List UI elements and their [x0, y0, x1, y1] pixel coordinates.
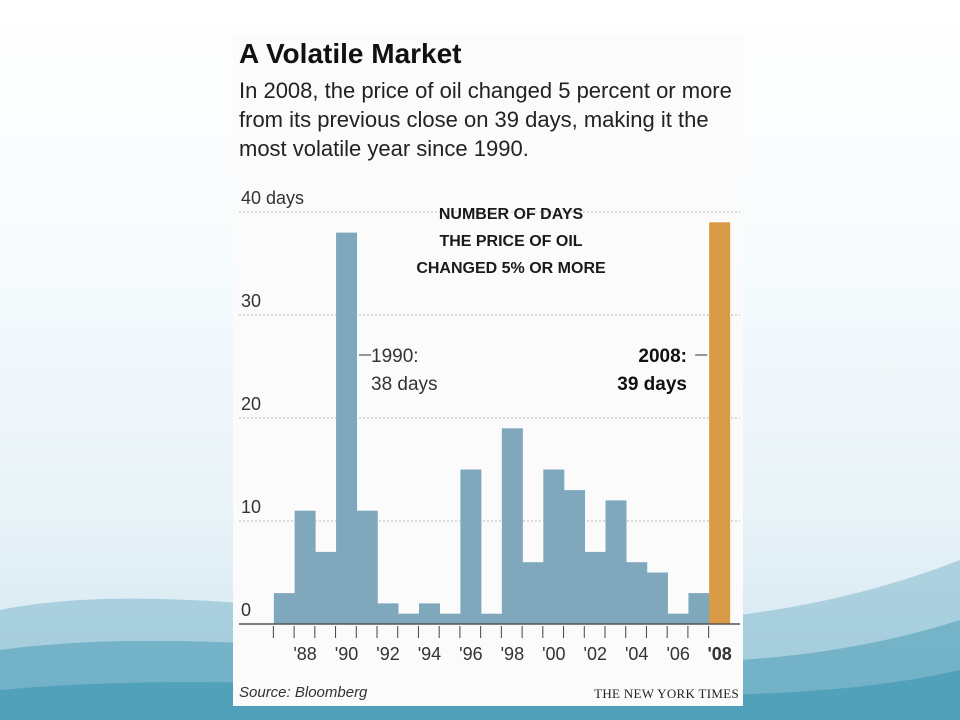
bar-1993: [398, 613, 420, 624]
bar-2004: [626, 562, 648, 624]
x-tick-label: '92: [376, 644, 399, 664]
y-tick-label: 40 days: [241, 188, 304, 208]
x-tick-label: '08: [707, 644, 731, 664]
annotation-text: 2008:: [638, 346, 687, 367]
bar-1996: [460, 469, 482, 624]
annotations: 1990: 38 days 2008: 39 days: [359, 346, 708, 395]
bar-2008: [709, 222, 731, 625]
x-tick-label: '88: [293, 644, 316, 664]
bar-chart: '88 '90 '92 '94 '96 '98 '00 '02 '04 '06 '08 0 10 20 3…: [239, 188, 740, 664]
x-tick-label: '94: [418, 644, 441, 664]
bar-2002: [584, 551, 606, 624]
y-axis: 0 10 20 30 40 days: [241, 188, 304, 620]
chart-title-line: CHANGED 5% OR MORE: [416, 260, 606, 277]
x-tick-label: '96: [459, 644, 482, 664]
x-tick-label: '90: [335, 644, 358, 664]
bar-1994: [418, 603, 440, 624]
source-note: Source: Bloomberg: [239, 684, 368, 701]
annotation-text: 38 days: [371, 374, 438, 395]
bar-2007: [688, 593, 710, 624]
bar-1995: [439, 613, 461, 624]
bar-1999: [522, 562, 544, 624]
y-tick-label: 20: [241, 394, 261, 414]
bar-1987: [273, 593, 295, 624]
bar-1988: [294, 510, 316, 624]
bar-1992: [377, 603, 399, 624]
y-tick-label: 10: [241, 497, 261, 517]
x-tick-label: '02: [584, 644, 607, 664]
x-axis: '88 '90 '92 '94 '96 '98 '00 '02 '04 '06 '08: [239, 623, 740, 664]
x-tick-label: '04: [625, 644, 648, 664]
bar-1989: [315, 551, 337, 624]
bar-2006: [667, 613, 689, 624]
bars: [273, 222, 731, 625]
annotation-text: 39 days: [617, 374, 687, 395]
bar-2001: [564, 490, 586, 624]
chart-title: NUMBER OF DAYS THE PRICE OF OIL CHANGED 5%…: [416, 206, 606, 277]
bar-2003: [605, 500, 627, 624]
bar-1997: [481, 613, 503, 624]
bar-2000: [543, 469, 565, 624]
bar-2005: [646, 572, 668, 624]
x-tick-label: '00: [542, 644, 565, 664]
bar-1998: [501, 428, 523, 624]
credit-logo: THE NEW YORK TIMES: [594, 686, 739, 701]
y-tick-label: 0: [241, 600, 251, 620]
x-tick-label: '06: [666, 644, 689, 664]
chart-title-line: NUMBER OF DAYS: [439, 206, 584, 223]
bar-1990: [336, 232, 358, 624]
x-tick-label: '98: [501, 644, 524, 664]
graphic-title: A Volatile Market: [239, 38, 462, 69]
y-tick-label: 30: [241, 291, 261, 311]
infographic-card: A Volatile Market In 2008, the price of …: [233, 36, 743, 706]
annotation-text: 1990:: [371, 346, 419, 367]
graphic-subtitle: In 2008, the price of oil changed 5 perc…: [239, 78, 732, 161]
chart-title-line: THE PRICE OF OIL: [439, 233, 582, 250]
bar-1991: [356, 510, 378, 624]
